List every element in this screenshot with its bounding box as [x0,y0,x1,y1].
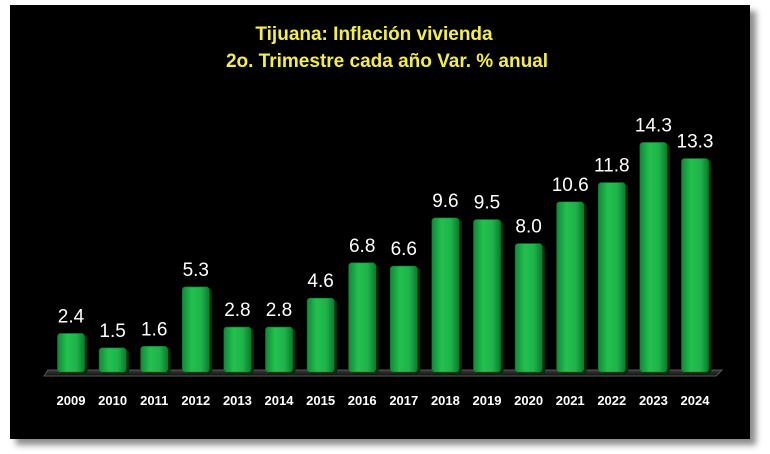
data-label-2011: 1.6 [141,319,167,340]
bar-2010 [98,347,127,373]
bar-2021 [556,201,585,373]
bar-2014 [265,326,293,373]
x-tick-2010: 2010 [98,393,127,408]
x-tick-2014: 2014 [265,393,295,408]
data-label-2022: 11.8 [594,156,630,177]
bar-2011 [140,346,168,373]
bar-2023 [639,142,668,373]
bar-2017 [389,265,418,373]
bar-2016 [348,262,377,373]
x-tick-2021: 2021 [556,393,585,408]
x-tick-2016: 2016 [348,393,377,408]
data-label-2019: 9.5 [474,193,500,214]
bar-2022 [597,182,626,373]
x-tick-2018: 2018 [431,393,460,408]
bar-2013 [223,326,252,373]
x-axis-ticks: 2009 2010 2011 2012 2013 2014 2015 2016 2017 2018… [57,393,711,408]
data-label-2021: 10.6 [552,175,589,196]
x-tick-2009: 2009 [57,393,86,408]
chart-title: Tijuana: Inflación vivienda [255,24,493,45]
data-label-2013: 2.8 [224,300,250,321]
data-labels-layer: 2.4 1.5 1.6 5.3 2.8 2.8 4.6 6.8 6.6 9.6 9.5 8.0 10.6… [58,115,714,341]
x-tick-2012: 2012 [181,393,210,408]
bar-chart: Tijuana: Inflación vivienda 2o. Trimestr… [43,24,724,408]
x-tick-2022: 2022 [597,393,626,408]
x-tick-2024: 2024 [681,393,711,408]
data-label-2023: 14.3 [635,115,672,136]
chart-frame: Tijuana: Inflación vivienda 2o. Trimestr… [10,5,750,439]
bar-2009 [57,333,85,373]
data-label-2010: 1.5 [99,321,125,342]
bar-2018 [431,217,460,373]
data-label-2016: 6.8 [349,236,375,257]
bar-2019 [473,219,501,373]
data-label-2017: 6.6 [391,239,417,260]
data-label-2024: 13.3 [677,132,714,153]
bars-layer [57,142,712,374]
x-tick-2017: 2017 [389,393,418,408]
data-label-2020: 8.0 [515,217,541,238]
x-tick-2015: 2015 [306,393,335,408]
bar-2020 [514,243,543,373]
chart-subtitle: 2o. Trimestre cada año Var. % anual [226,51,548,72]
bar-2015 [306,297,335,373]
data-label-2015: 4.6 [307,271,333,292]
x-tick-2011: 2011 [140,393,168,408]
x-tick-2013: 2013 [223,393,252,408]
x-tick-2023: 2023 [639,393,668,408]
bar-2024 [681,158,709,373]
data-label-2014: 2.8 [266,300,292,321]
bar-2012 [182,286,210,373]
data-label-2018: 9.6 [432,191,458,212]
data-label-2009: 2.4 [58,306,85,327]
x-tick-2020: 2020 [514,393,543,408]
data-label-2012: 5.3 [183,260,209,281]
x-tick-2019: 2019 [473,393,502,408]
